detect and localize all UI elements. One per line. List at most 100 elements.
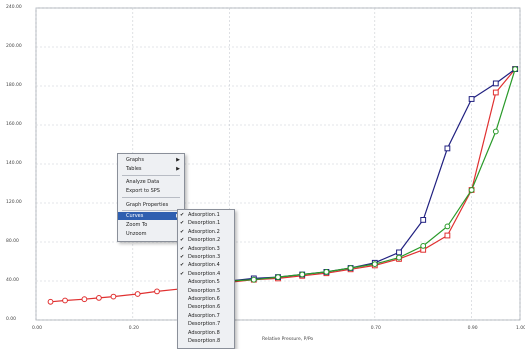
curve-menu-item-label: Adsorption.4 — [188, 262, 220, 269]
data-point — [468, 187, 475, 193]
data-point — [62, 297, 68, 304]
checkmark-icon: ✔ — [180, 212, 185, 218]
curve-menu-item[interactable]: Desorption.7 — [178, 321, 234, 329]
data-point — [81, 296, 88, 303]
checkmark-icon: ✔ — [180, 237, 185, 244]
data-point — [396, 254, 402, 261]
y-tick-label: 140.00 — [6, 161, 22, 166]
data-point — [134, 291, 141, 297]
curve-menu-item[interactable]: ✔ Adsorption.3 — [178, 246, 234, 254]
menu-item-analyze-data[interactable]: Analyze Data — [118, 178, 184, 186]
menu-item-graphs[interactable]: Graphs ▶ — [118, 156, 184, 164]
x-axis-label: Relative Pressure, P/Po — [262, 337, 314, 342]
series-3 — [226, 66, 519, 284]
y-tick-label: 80.00 — [6, 239, 19, 244]
curve-menu-item-label: Adsorption.5 — [188, 279, 220, 286]
menu-item-label: Tables — [126, 166, 142, 172]
curve-menu-item[interactable]: Desorption.8 — [178, 338, 234, 346]
curve-menu-item[interactable]: ✔ Adsorption.4 — [178, 262, 234, 270]
curve-menu-item[interactable]: ✔ Adsorption.2 — [178, 229, 234, 237]
curve-menu-item[interactable]: Adsorption.8 — [178, 330, 234, 338]
y-tick-label: 40.00 — [6, 278, 19, 283]
menu-item-label: Zoom To — [126, 222, 148, 228]
data-point — [250, 276, 257, 283]
curve-menu-item[interactable]: ✔ Adsorption.1 — [178, 212, 234, 220]
y-tick-label: 240.00 — [6, 5, 22, 10]
menu-separator — [122, 210, 180, 211]
data-point — [96, 295, 102, 301]
data-point — [444, 223, 451, 230]
y-tick-label: 200.00 — [6, 44, 22, 49]
menu-item-zoom-to[interactable]: Zoom To — [118, 221, 184, 229]
curve-menu-item-label: Desorption.3 — [188, 254, 221, 260]
data-point — [47, 298, 54, 305]
curve-menu-item[interactable]: ✔ Desorption.2 — [178, 237, 234, 245]
menu-item-unzoom[interactable]: Unzoom — [118, 230, 184, 238]
y-tick-label: 0.00 — [6, 317, 17, 322]
menu-item-label: Graphs — [126, 157, 144, 163]
data-point — [444, 232, 451, 239]
data-point — [492, 89, 499, 96]
x-tick-label: 0.70 — [370, 326, 381, 331]
menu-item-label: Unzoom — [126, 231, 147, 237]
checkmark-icon: ✔ — [180, 245, 185, 252]
y-tick-label: 160.00 — [6, 122, 22, 127]
data-point — [371, 261, 378, 268]
data-point — [275, 274, 281, 281]
curve-menu-item[interactable]: Desorption.6 — [178, 304, 234, 312]
submenu-arrow-icon: ▶ — [176, 157, 180, 163]
menu-item-tables[interactable]: Tables ▶ — [118, 165, 184, 173]
curve-menu-item-label: Adsorption.7 — [188, 312, 220, 319]
menu-item-label: Analyze Data — [126, 179, 160, 185]
curve-menu-item-label: Desorption.1 — [188, 220, 221, 227]
curves-submenu: ✔ Adsorption.1 ✔ Desorption.1 ✔ Adsorption.2 ✔… — [177, 209, 235, 349]
checkmark-icon: ✔ — [180, 228, 185, 235]
menu-separator — [122, 175, 180, 176]
data-point — [347, 265, 354, 271]
submenu-arrow-icon: ▶ — [176, 166, 180, 172]
x-tick-label: 0.90 — [467, 326, 478, 331]
x-tick-label: 0.00 — [32, 326, 43, 331]
data-point — [110, 293, 117, 300]
curve-menu-item-label: Adsorption.1 — [188, 212, 220, 218]
curve-menu-item-label: Adsorption.2 — [188, 228, 220, 235]
curve-menu-item-label: Desorption.8 — [188, 338, 221, 344]
curve-menu-item[interactable]: Desorption.5 — [178, 288, 234, 296]
menu-item-curves[interactable]: Curves ▶ — [118, 212, 184, 220]
x-tick-label: 0.20 — [128, 326, 139, 331]
checkmark-icon: ✔ — [180, 270, 185, 277]
data-point — [512, 66, 519, 72]
menu-item-label: Graph Properties — [126, 202, 169, 208]
menu-item-export[interactable]: Export to SPS — [118, 187, 184, 195]
y-tick-label: 180.00 — [6, 83, 22, 88]
data-point — [323, 269, 330, 275]
curve-menu-item[interactable]: Adsorption.6 — [178, 296, 234, 304]
menu-item-label: Export to SPS — [126, 188, 160, 194]
menu-separator — [122, 197, 180, 198]
curve-menu-item[interactable]: ✔ Desorption.3 — [178, 254, 234, 262]
curve-menu-item-label: Desorption.4 — [188, 270, 221, 277]
gridlines — [35, 7, 521, 321]
menu-item-graph-properties[interactable]: Graph Properties — [118, 201, 184, 209]
data-point — [444, 145, 451, 152]
curve-menu-item[interactable]: Adsorption.5 — [178, 279, 234, 287]
checkmark-icon: ✔ — [180, 220, 185, 227]
curve-menu-item[interactable]: ✔ Desorption.1 — [178, 220, 234, 228]
curve-menu-item-label: Adsorption.3 — [188, 245, 220, 252]
curve-menu-item-label: Desorption.5 — [188, 287, 221, 294]
curve-menu-item[interactable]: ✔ Desorption.4 — [178, 271, 234, 279]
x-tick-label: 1.00 — [516, 326, 525, 331]
data-point — [154, 288, 160, 295]
data-point — [299, 271, 306, 278]
data-point — [492, 80, 499, 87]
data-point — [396, 249, 402, 256]
data-point — [420, 243, 427, 249]
data-point — [468, 96, 475, 102]
curve-menu-item-label: Adsorption.8 — [188, 329, 220, 336]
checkmark-icon: ✔ — [180, 262, 185, 269]
curve-menu-item[interactable]: Adsorption.7 — [178, 313, 234, 321]
curve-menu-item-label: Desorption.6 — [188, 304, 221, 311]
context-menu: Graphs ▶ Tables ▶ Analyze Data Export to… — [117, 153, 185, 242]
menu-item-label: Curves — [126, 213, 144, 219]
